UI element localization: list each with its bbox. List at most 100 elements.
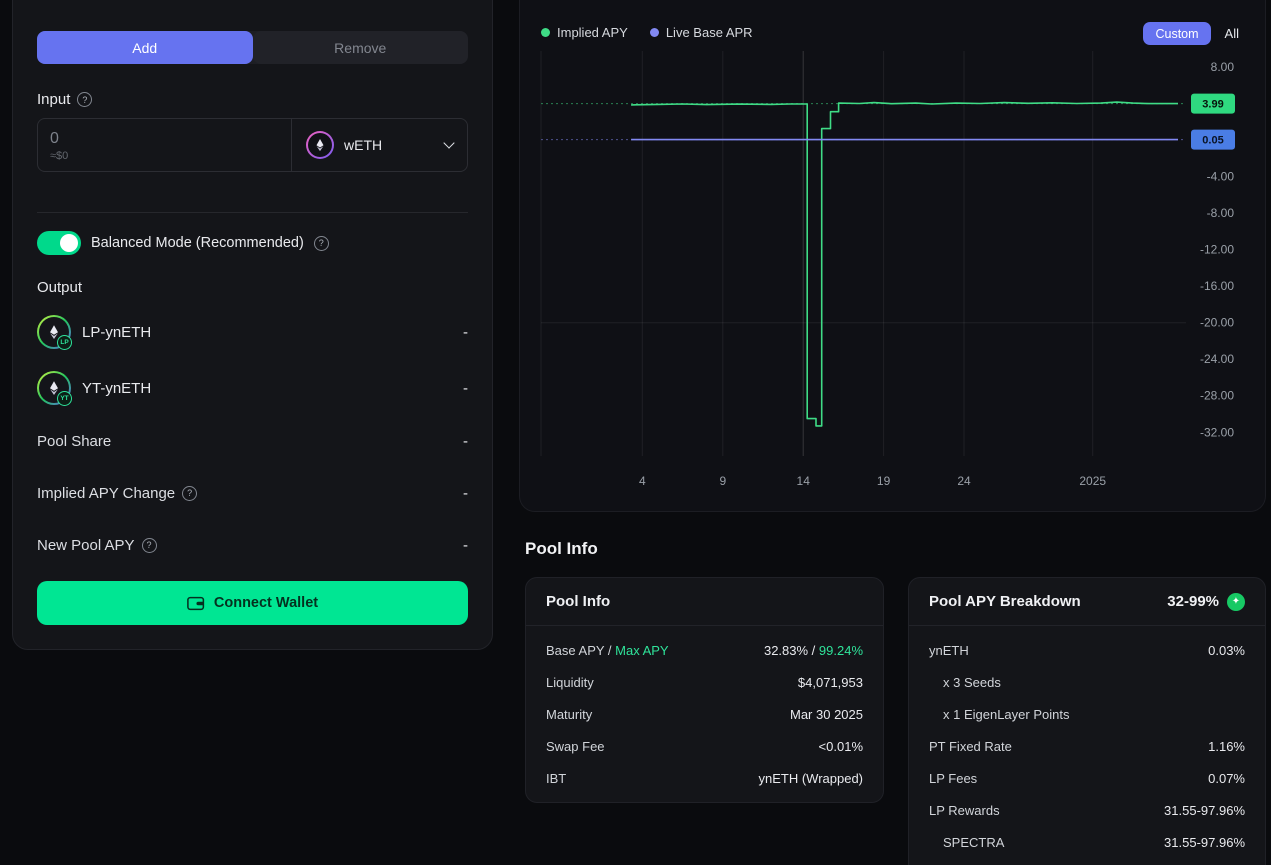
svg-text:-20.00: -20.00 — [1200, 316, 1234, 330]
legend-implied-apy: Implied APY — [541, 25, 628, 40]
spectra-icon — [1227, 592, 1245, 611]
output-row-lp: LP LP-ynETH - — [37, 312, 468, 352]
breakdown-lp-fees-row: LP Fees 0.07% — [929, 762, 1245, 794]
yt-badge: YT — [57, 391, 72, 406]
ibt-label: IBT — [546, 770, 567, 786]
apy-chart[interactable]: 4 9 14 19 24 2025 8.00 -4.00 -8.00 -12.00 -16.00 -2… — [534, 51, 1260, 501]
max-apy-label: Max APY — [615, 642, 669, 658]
base-apy-row: Base APY / Max APY 32.83% / 99.24% — [546, 634, 863, 666]
breakdown-eigenlayer-row: x 1 EigenLayer Points — [929, 698, 1245, 730]
svg-text:3.99: 3.99 — [1202, 99, 1223, 111]
swap-fee-label: Swap Fee — [546, 738, 605, 754]
max-apy-value: 99.24% — [818, 642, 863, 658]
maturity-label: Maturity — [546, 706, 593, 722]
breakdown-spectra-label: SPECTRA — [943, 834, 1005, 850]
range-custom-button[interactable]: Custom — [1143, 22, 1211, 45]
breakdown-yneth-label: ynETH — [929, 642, 969, 658]
input-help-icon[interactable] — [77, 92, 93, 107]
svg-text:-16.00: -16.00 — [1200, 279, 1234, 293]
svg-text:-28.00: -28.00 — [1200, 389, 1234, 403]
svg-text:14: 14 — [797, 474, 811, 488]
legend-implied-apy-label: Implied APY — [557, 25, 628, 40]
apy-chart-card: Implied APY Live Base APR Custom All 4 9 1… — [519, 0, 1266, 512]
breakdown-seeds-row: x 3 Seeds — [929, 666, 1245, 698]
tab-add[interactable]: Add — [37, 31, 253, 64]
ethereum-icon — [316, 139, 324, 152]
maturity-value: Mar 30 2025 — [790, 706, 863, 722]
svg-text:-8.00: -8.00 — [1207, 206, 1235, 220]
ibt-row: IBT ynETH (Wrapped) — [546, 762, 863, 794]
range-all-button[interactable]: All — [1224, 26, 1239, 41]
chart-range-controls: Custom All — [1143, 22, 1239, 45]
svg-text:-4.00: -4.00 — [1207, 170, 1235, 184]
liquidity-label: Liquidity — [546, 674, 594, 690]
amount-usd-value: ≈$0 — [50, 150, 69, 162]
balanced-mode-help-icon[interactable] — [313, 235, 329, 251]
swap-fee-row: Swap Fee <0.01% — [546, 730, 863, 762]
base-apy-label: Base APY / — [546, 642, 616, 658]
breakdown-eigenlayer-label: x 1 EigenLayer Points — [943, 706, 1070, 722]
new-pool-apy-label: New Pool APY — [37, 536, 135, 554]
breakdown-pt-fixed-rate-value: 1.16% — [1208, 738, 1245, 754]
implied-apy-change-help-icon[interactable] — [182, 485, 198, 501]
pool-info-section-heading: Pool Info — [525, 539, 598, 558]
svg-text:9: 9 — [719, 474, 726, 488]
liquidity-row: Liquidity $4,071,953 — [546, 666, 863, 698]
ethereum-icon — [50, 325, 58, 339]
svg-text:0.05: 0.05 — [1202, 135, 1223, 147]
yt-yneth-token-icon: YT — [37, 371, 72, 406]
divider — [37, 212, 468, 213]
balanced-mode-toggle[interactable] — [37, 231, 81, 255]
pool-share-row: Pool Share - — [37, 422, 468, 460]
connect-wallet-button[interactable]: Connect Wallet — [37, 581, 468, 625]
breakdown-yneth-value: 0.03% — [1208, 642, 1245, 658]
legend-dot-blue — [649, 28, 659, 37]
svg-text:4: 4 — [639, 474, 646, 488]
new-pool-apy-help-icon[interactable] — [141, 537, 157, 553]
apy-breakdown-total: 32-99% — [1167, 593, 1219, 610]
amount-input-box: ≈$0 wETH — [37, 118, 468, 172]
output-label: Output — [37, 279, 83, 296]
chevron-down-icon — [443, 137, 455, 149]
implied-apy-change-row: Implied APY Change - — [37, 474, 468, 512]
legend-live-base-apr-label: Live Base APR — [665, 25, 753, 40]
new-pool-apy-value: - — [463, 536, 468, 554]
breakdown-pt-fixed-rate-row: PT Fixed Rate 1.16% — [929, 730, 1245, 762]
breakdown-lp-rewards-row: LP Rewards 31.55-97.96% — [929, 794, 1245, 826]
breakdown-spectra-row: SPECTRA 31.55-97.96% — [929, 826, 1245, 858]
output-lp-label: LP-ynETH — [82, 323, 152, 341]
legend-live-base-apr: Live Base APR — [649, 25, 753, 40]
add-liquidity-panel: Add Remove Input ≈$0 wETH — [12, 0, 493, 650]
svg-text:2025: 2025 — [1079, 474, 1106, 488]
pool-share-value: - — [463, 432, 468, 450]
swap-fee-value: <0.01% — [818, 738, 863, 754]
svg-text:-12.00: -12.00 — [1200, 243, 1234, 257]
wallet-icon — [187, 596, 205, 610]
output-lp-value: - — [463, 323, 468, 341]
amount-input[interactable] — [50, 130, 279, 148]
pool-apy-breakdown-card: Pool APY Breakdown 32-99% ynETH 0.03% x … — [908, 577, 1266, 865]
output-yt-value: - — [463, 379, 468, 397]
breakdown-lp-rewards-value: 31.55-97.96% — [1164, 802, 1245, 818]
lp-yneth-token-icon: LP — [37, 315, 72, 350]
tab-remove[interactable]: Remove — [252, 31, 468, 64]
breakdown-spectra-value: 31.55-97.96% — [1164, 834, 1245, 850]
breakdown-lp-rewards-label: LP Rewards — [929, 802, 1000, 818]
connect-wallet-label: Connect Wallet — [213, 595, 319, 611]
output-row-yt: YT YT-ynETH - — [37, 368, 468, 408]
token-selector[interactable]: wETH — [291, 119, 467, 171]
pool-share-label: Pool Share — [37, 432, 112, 450]
input-label: Input — [37, 91, 71, 108]
ibt-value: ynETH (Wrapped) — [758, 770, 863, 786]
pool-info-card: Pool Info Base APY / Max APY 32.83% / 99… — [525, 577, 884, 803]
implied-apy-change-value: - — [463, 484, 468, 502]
svg-text:24: 24 — [957, 474, 971, 488]
balanced-mode-label: Balanced Mode (Recommended) — [91, 235, 304, 251]
implied-apy-change-label: Implied APY Change — [37, 484, 176, 502]
legend-dot-green — [541, 28, 550, 37]
pool-info-card-title: Pool Info — [546, 593, 611, 610]
breakdown-pt-fixed-rate-label: PT Fixed Rate — [929, 738, 1012, 754]
breakdown-seeds-label: x 3 Seeds — [943, 674, 1001, 690]
lp-badge: LP — [57, 335, 72, 350]
